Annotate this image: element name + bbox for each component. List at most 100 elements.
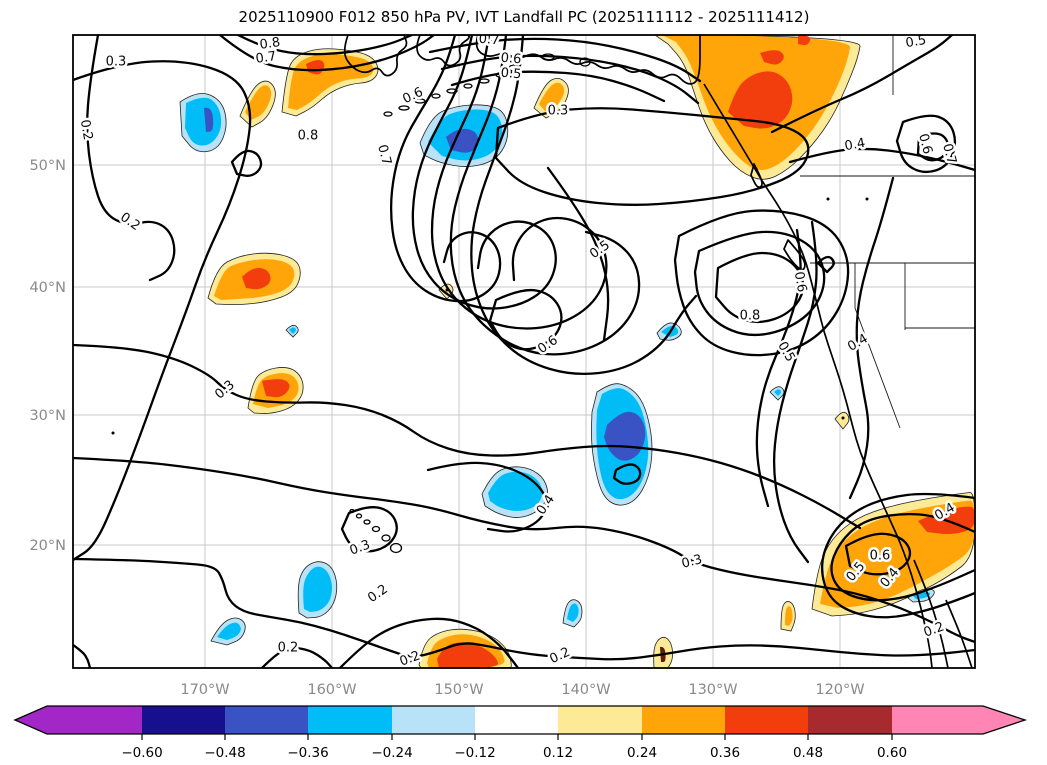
- nw-blue-body: [185, 97, 222, 146]
- colorbar-tick-label: 0.48: [793, 745, 823, 761]
- colorbar-tick-label: 0.12: [543, 745, 573, 761]
- aleutian-orange-body: [245, 85, 272, 120]
- lon-tick-label: 120°W: [815, 682, 864, 698]
- colorbar-tick-label: 0.60: [877, 745, 907, 761]
- map-dot: [826, 197, 830, 201]
- colorbar-segment: [725, 706, 808, 734]
- contour-label: 0.6: [870, 549, 891, 564]
- pv-contour-0.7: [411, 35, 557, 310]
- lon-tick-label: 150°W: [434, 682, 483, 698]
- bc-orange-core3: [798, 35, 811, 46]
- island: [579, 57, 591, 67]
- pv-contour-0.4: [788, 147, 975, 172]
- colorbar-segment: [225, 706, 308, 734]
- island: [363, 519, 371, 525]
- pv-contour-0.5: [450, 70, 666, 103]
- lat-tick-label: 50°N: [29, 158, 66, 174]
- figure-title: 2025110900 F012 850 hPa PV, IVT Landfall…: [239, 8, 810, 26]
- pv-contour-0.3: [73, 456, 975, 644]
- pv-contour-0.4: [848, 176, 895, 500]
- pv-contour-0.2: [260, 646, 334, 668]
- pv-contour-0.6: [844, 532, 912, 576]
- sw-blue-body: [303, 566, 333, 612]
- midleft-orange1-core: [242, 267, 271, 290]
- coastline: [750, 163, 763, 188]
- colorbar-tick-label: −0.36: [287, 745, 328, 761]
- pv-contour-0.6: [488, 288, 563, 351]
- lon-tick-label: 160°W: [307, 682, 356, 698]
- map-frame: [72, 34, 976, 669]
- bottom-orange-core: [437, 642, 499, 668]
- island: [389, 542, 403, 554]
- colorbar-tick-label: −0.48: [204, 745, 245, 761]
- contour-label: 0.8: [298, 129, 319, 144]
- gulf-blue-core: [446, 128, 479, 153]
- pv-contour-0.6: [895, 114, 957, 174]
- orange-capsule-body: [785, 606, 793, 626]
- pv-contour-0.6: [755, 228, 802, 508]
- pv-contour-0.6: [449, 35, 641, 356]
- coastlines-and-borders: [111, 35, 975, 668]
- colorbar-tick-label: −0.60: [121, 745, 162, 761]
- pv-contour-0.2: [73, 557, 975, 661]
- map-dot: [841, 416, 845, 420]
- contour-label: 0.8: [740, 309, 761, 324]
- colorbar-segment: [392, 706, 475, 734]
- pv-contour-0.5: [546, 166, 610, 342]
- small-blue2-body: [567, 603, 579, 622]
- island: [414, 98, 426, 104]
- island: [381, 534, 391, 542]
- map-dot: [111, 431, 115, 435]
- pv-contour-0.2: [86, 35, 176, 282]
- nw-blue-core: [204, 107, 214, 132]
- political-border: [854, 263, 901, 429]
- colorbar: −0.60 −0.48 −0.36 −0.24 −0.12 0.12 0.24 0.36 0.4…: [13, 705, 1028, 761]
- lon-tick-label: 140°W: [561, 682, 610, 698]
- contour-label: 0.6: [791, 271, 809, 294]
- pv-contour-0.4: [612, 463, 642, 485]
- colorbar-tick-label: 0.24: [627, 745, 657, 761]
- island: [446, 88, 458, 94]
- coastline: [913, 559, 949, 668]
- pv-contour-0.6: [673, 209, 850, 357]
- bc-orange-core2: [760, 50, 784, 65]
- colorbar-segment: [308, 706, 392, 734]
- pv-contour-0.3: [73, 343, 862, 530]
- contour-label: 0.3: [548, 104, 569, 119]
- lat-tick-label: 30°N: [29, 408, 66, 424]
- colorbar-segment: [142, 706, 225, 734]
- island: [383, 111, 393, 117]
- colorbar-segment: [642, 706, 725, 734]
- pv-contour-0.5: [470, 35, 698, 376]
- contour-label: 0.7: [255, 49, 278, 67]
- mid-blue2-body: [488, 471, 543, 511]
- pv-contour-0.7: [430, 35, 608, 330]
- pv-contour-0.6: [230, 149, 263, 177]
- contour-label: 0.2: [278, 641, 299, 656]
- contour-label: 0.2: [77, 119, 95, 142]
- contour-label: 0.5: [905, 33, 928, 51]
- island: [371, 525, 381, 533]
- lon-tick-label: 170°W: [180, 682, 229, 698]
- coastline: [416, 35, 470, 67]
- island: [355, 513, 363, 519]
- pv-contour-0.4: [426, 461, 548, 533]
- pv-contour-0.8: [236, 35, 414, 56]
- pv-contour-0.7: [428, 37, 702, 83]
- pv-contour-0.2: [338, 617, 520, 668]
- lat-tick-label: 40°N: [29, 280, 66, 296]
- ak-orange-body: [539, 82, 565, 112]
- latitude-axis-labels: 50°N 40°N 30°N 20°N: [29, 158, 66, 554]
- pv-contour-0.7: [916, 132, 949, 162]
- pv-contour-0.5: [770, 35, 954, 134]
- contour-label: 0.6: [500, 51, 522, 68]
- colorbar-tick-label: 0.36: [710, 745, 740, 761]
- colorbar-outline: [13, 705, 1028, 735]
- blue-diamond-body: [774, 389, 781, 396]
- pv-contour-0.8: [714, 251, 805, 324]
- yellow-diamond2: [834, 411, 850, 430]
- blue-dot-body: [289, 327, 296, 334]
- pv-contour-0.3: [73, 60, 252, 562]
